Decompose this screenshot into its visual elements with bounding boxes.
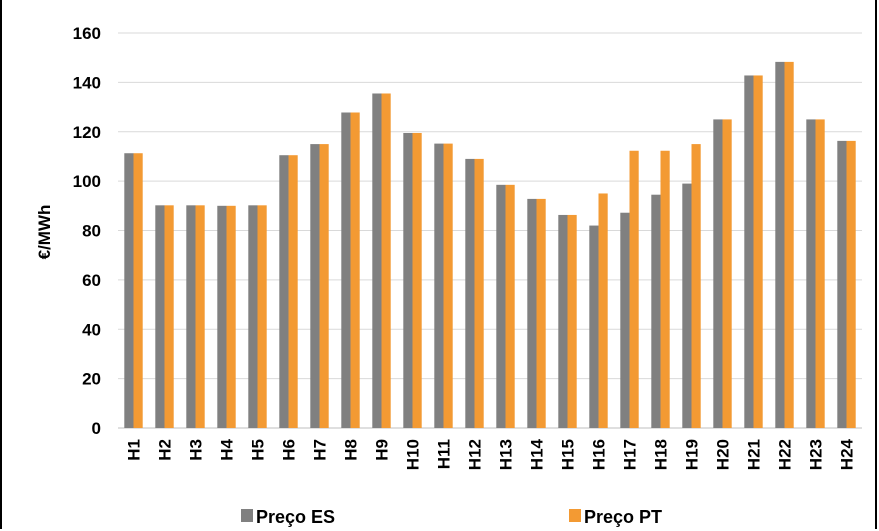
x-tick-label: H19 bbox=[683, 439, 702, 470]
bar-pt-h14 bbox=[536, 198, 546, 428]
bar-pt-h1 bbox=[133, 153, 143, 428]
bar-es-h21 bbox=[744, 75, 754, 429]
y-tick-label: 160 bbox=[73, 24, 101, 43]
x-tick-label: H6 bbox=[280, 439, 299, 461]
x-tick-label: H11 bbox=[435, 439, 454, 469]
bar-es-h8 bbox=[341, 112, 351, 429]
y-axis-ticks: 0 20 40 60 80 100 120 140 160 bbox=[73, 24, 101, 438]
bar-pt-h11 bbox=[443, 143, 453, 428]
x-tick-label: H10 bbox=[404, 439, 423, 470]
x-tick-label: H7 bbox=[311, 439, 330, 461]
y-axis-label: €/MWh bbox=[35, 205, 54, 260]
bar-es-h9 bbox=[372, 93, 382, 428]
bar-es-h12 bbox=[465, 158, 475, 428]
bar-es-h20 bbox=[713, 119, 723, 428]
bar-es-h15 bbox=[558, 214, 568, 428]
legend-swatch-pt bbox=[569, 509, 581, 522]
bar-pt-h15 bbox=[567, 214, 577, 428]
bar-pt-h21 bbox=[753, 75, 763, 429]
bar-pt-h4 bbox=[226, 205, 236, 428]
x-tick-label: H4 bbox=[218, 438, 237, 460]
bar-pt-h13 bbox=[505, 184, 515, 428]
bar-es-h10 bbox=[403, 132, 413, 428]
bar-pt-h3 bbox=[195, 205, 205, 428]
y-tick-label: 80 bbox=[82, 222, 101, 241]
y-tick-label: 120 bbox=[73, 123, 101, 142]
y-tick-label: 20 bbox=[82, 370, 101, 389]
bar-es-h17 bbox=[620, 212, 630, 428]
bar-es-h5 bbox=[248, 205, 258, 428]
y-tick-label: 100 bbox=[73, 172, 101, 191]
bar-pt-h17 bbox=[629, 150, 639, 428]
bar-pt-h5 bbox=[257, 205, 267, 428]
bar-pt-h22 bbox=[784, 61, 794, 429]
x-tick-label: H8 bbox=[342, 439, 361, 461]
bar-pt-h12 bbox=[474, 158, 484, 428]
x-tick-label: H12 bbox=[466, 439, 485, 470]
bar-pt-h18 bbox=[660, 150, 670, 428]
bars bbox=[124, 61, 856, 429]
x-tick-label: H13 bbox=[497, 439, 516, 470]
x-tick-label: H17 bbox=[621, 439, 640, 470]
bar-pt-h8 bbox=[350, 112, 360, 429]
bar-pt-h24 bbox=[846, 140, 856, 428]
x-tick-label: H21 bbox=[745, 439, 764, 470]
x-axis-ticks: H1 H2 H3 H4 H5 H6 H7 H8 H9 H10 H11 H12 H13 H14 H15 H16 H… bbox=[125, 438, 857, 470]
bar-pt-h19 bbox=[691, 144, 701, 428]
gridlines bbox=[118, 32, 862, 429]
bar-pt-h7 bbox=[319, 144, 329, 428]
x-tick-label: H15 bbox=[559, 439, 578, 470]
x-tick-label: H23 bbox=[807, 439, 826, 470]
bar-es-h7 bbox=[310, 144, 320, 428]
x-tick-label: H1 bbox=[125, 439, 144, 461]
x-tick-label: H22 bbox=[776, 439, 795, 470]
bar-pt-h20 bbox=[722, 119, 732, 428]
bar-es-h18 bbox=[651, 194, 661, 428]
bar-pt-h2 bbox=[164, 205, 174, 428]
y-tick-label: 40 bbox=[82, 320, 101, 339]
bar-es-h14 bbox=[527, 198, 537, 428]
bar-pt-h10 bbox=[412, 132, 422, 428]
x-tick-label: H20 bbox=[714, 439, 733, 470]
legend-label-pt: Preço PT bbox=[584, 507, 662, 527]
bar-es-h16 bbox=[589, 225, 599, 428]
bar-es-h22 bbox=[775, 61, 785, 429]
bar-pt-h16 bbox=[598, 193, 608, 428]
y-tick-label: 0 bbox=[92, 419, 101, 438]
bar-pt-h6 bbox=[288, 155, 298, 428]
bar-es-h3 bbox=[186, 205, 196, 428]
bar-es-h13 bbox=[496, 184, 506, 428]
bar-es-h24 bbox=[837, 140, 847, 428]
x-tick-label: H16 bbox=[590, 439, 609, 470]
x-tick-label: H2 bbox=[156, 439, 175, 461]
x-tick-label: H24 bbox=[838, 438, 857, 470]
bar-es-h19 bbox=[682, 183, 692, 428]
bar-es-h1 bbox=[124, 153, 134, 428]
y-tick-label: 60 bbox=[82, 271, 101, 290]
bar-pt-h23 bbox=[815, 119, 825, 428]
bar-es-h2 bbox=[155, 205, 165, 428]
x-tick-label: H3 bbox=[187, 439, 206, 461]
bar-es-h4 bbox=[217, 205, 227, 428]
bar-pt-h9 bbox=[381, 93, 391, 428]
y-tick-label: 140 bbox=[73, 73, 101, 92]
legend: Preço ES Preço PT bbox=[241, 507, 662, 527]
bar-es-h6 bbox=[279, 155, 289, 428]
legend-label-es: Preço ES bbox=[256, 507, 335, 527]
legend-swatch-es bbox=[241, 509, 253, 522]
x-tick-label: H18 bbox=[652, 439, 671, 470]
x-tick-label: H5 bbox=[249, 439, 268, 461]
bar-es-h11 bbox=[434, 143, 444, 428]
bar-es-h23 bbox=[806, 119, 816, 428]
x-tick-label: H9 bbox=[373, 439, 392, 461]
x-tick-label: H14 bbox=[528, 438, 547, 470]
